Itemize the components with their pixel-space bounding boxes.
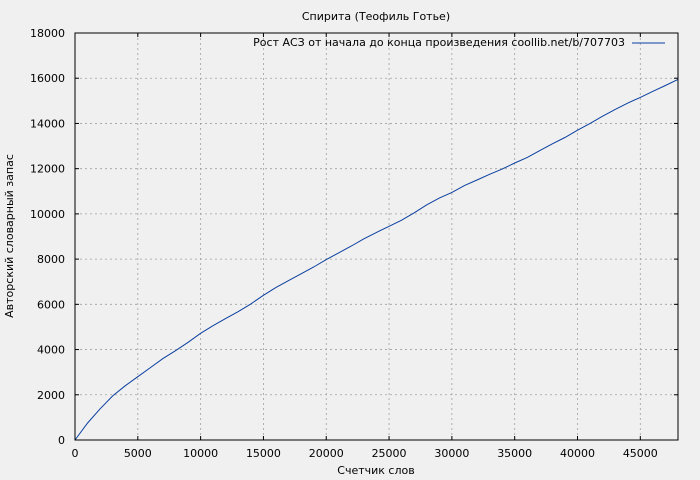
y-tick-label: 0 <box>58 434 65 447</box>
x-tick-label: 0 <box>72 447 79 460</box>
x-tick-label: 5000 <box>124 447 152 460</box>
y-tick-label: 18000 <box>30 27 65 40</box>
x-tick-label: 10000 <box>183 447 218 460</box>
x-tick-label: 30000 <box>434 447 469 460</box>
x-tick-label: 25000 <box>372 447 407 460</box>
y-tick-label: 12000 <box>30 163 65 176</box>
y-tick-label: 8000 <box>37 253 65 266</box>
y-tick-label: 4000 <box>37 344 65 357</box>
chart-title: Спирита (Теофиль Готье) <box>302 10 450 23</box>
legend: Рост АСЗ от начала до конца произведения… <box>253 36 665 49</box>
y-tick-label: 14000 <box>30 117 65 130</box>
x-axis-ticks: 0 5000 10000 15000 20000 25000 30000 35000 40000… <box>72 33 658 460</box>
x-tick-label: 15000 <box>246 447 281 460</box>
y-tick-label: 2000 <box>37 389 65 402</box>
y-tick-label: 6000 <box>37 298 65 311</box>
series-line <box>74 78 679 441</box>
x-tick-label: 20000 <box>309 447 344 460</box>
x-tick-label: 40000 <box>560 447 595 460</box>
y-tick-label: 16000 <box>30 72 65 85</box>
y-axis-label: Авторский словарный запас <box>3 154 16 318</box>
x-tick-label: 35000 <box>497 447 532 460</box>
x-axis-label: Счетчик слов <box>337 464 414 477</box>
y-tick-label: 10000 <box>30 208 65 221</box>
legend-label: Рост АСЗ от начала до конца произведения… <box>253 36 625 49</box>
y-axis-ticks: 0 2000 4000 6000 8000 10000 12000 14000 16000 180… <box>30 27 678 447</box>
x-tick-label: 45000 <box>623 447 658 460</box>
plot-frame <box>74 32 679 441</box>
series-layer <box>74 78 679 441</box>
